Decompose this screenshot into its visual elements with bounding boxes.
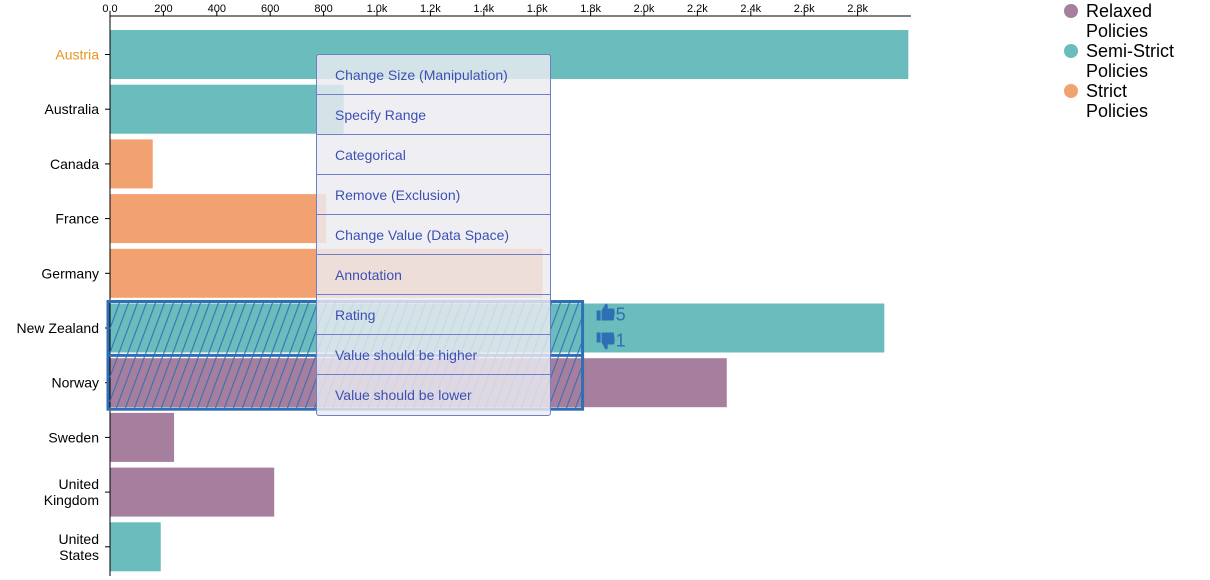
x-tick-label: 2.4k [740,3,761,15]
bar[interactable] [110,84,344,134]
menu-item-remove[interactable]: Remove (Exclusion) [317,175,550,215]
context-menu: Change Size (Manipulation) Specify Range… [316,54,551,416]
x-tick-label: 1.6k [527,3,548,15]
menu-item-value-lower[interactable]: Value should be lower [335,387,472,403]
y-tick-label[interactable]: Sweden [48,429,99,445]
y-tick-label[interactable]: Australia [45,101,100,117]
x-tick-label: 600 [261,3,279,15]
menu-item-categorical[interactable]: Categorical [317,135,550,175]
menu-item-value-higher[interactable]: Value should be higher [317,335,550,375]
bar[interactable] [110,467,275,517]
x-tick-label: 1.8k [580,3,601,15]
legend-swatch [1064,84,1078,98]
x-tick-label: 200 [154,3,172,15]
bar[interactable] [110,139,153,189]
menu-item-annotation[interactable]: Annotation [317,255,550,295]
legend-entry[interactable]: Strict Policies [1086,81,1148,121]
x-tick-label: 1.0k [367,3,388,15]
rating-down-count: 1 [616,331,626,351]
y-tick-label[interactable]: Norway [52,375,99,391]
x-tick-label: 2.8k [847,3,868,15]
x-tick-label: 2.6k [794,3,815,15]
x-tick-label: 0.0 [102,3,117,15]
bar[interactable] [110,522,161,572]
menu-item-change-value[interactable]: Change Value (Data Space) [317,215,550,255]
x-tick-label: 2.2k [687,3,708,15]
legend-entry[interactable]: Relaxed Policies [1086,1,1152,41]
legend-swatch [1064,4,1078,18]
x-tick-label: 800 [314,3,332,15]
menu-item-specify-range[interactable]: Specify Range [317,95,550,135]
menu-item-rating[interactable]: Rating [317,295,550,335]
y-tick-label[interactable]: Canada [50,156,99,172]
y-tick-label[interactable]: New Zealand [17,320,100,336]
x-tick-label: 1.2k [420,3,441,15]
y-tick-label[interactable]: France [55,211,99,227]
y-tick-label[interactable]: United Kingdom [44,476,99,508]
thumbs-up-icon [596,303,615,321]
y-tick-label[interactable]: United States [59,531,99,563]
x-tick-label: 400 [208,3,226,15]
bar[interactable] [110,194,327,244]
y-tick-label[interactable]: Austria [55,47,99,63]
bar[interactable] [110,412,175,462]
x-tick-label: 1.4k [473,3,494,15]
y-tick-label[interactable]: Germany [41,265,99,281]
menu-item-change-size[interactable]: Change Size (Manipulation) [317,55,550,95]
legend-entry[interactable]: Semi-Strict Policies [1086,41,1174,81]
x-tick-label: 2.0k [634,3,655,15]
legend-swatch [1064,44,1078,58]
thumbs-down-icon [596,332,615,350]
rating-up-count: 5 [616,305,626,325]
